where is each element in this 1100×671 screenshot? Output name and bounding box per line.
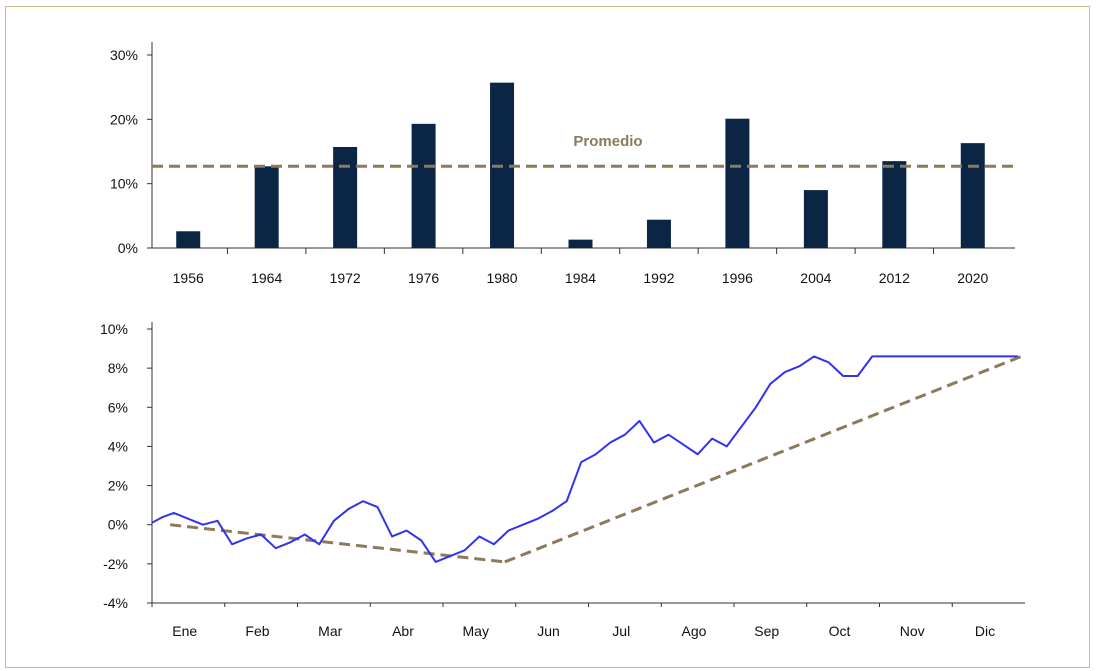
y-tick-label: 8% <box>108 360 128 376</box>
x-tick-label: 1956 <box>173 270 204 286</box>
series-line <box>151 355 1018 563</box>
x-tick-label: Jul <box>612 623 630 639</box>
x-tick-label: Mar <box>318 623 342 639</box>
chart-frame <box>5 6 1090 668</box>
chart-election-years-bars: 0% 10% 20% 30% 1956 1964 1972 1976 1980 1984 1992 1… <box>110 42 1015 286</box>
y-tick-label: 20% <box>110 111 138 127</box>
y-tick-label: 6% <box>108 399 128 415</box>
x-tick-label: Ene <box>172 623 197 639</box>
x-tick-label: Nov <box>900 623 925 639</box>
x-tick-label: 2020 <box>957 270 988 286</box>
bar <box>803 190 828 248</box>
y-tick-label: -4% <box>103 595 128 611</box>
x-tick-label: Oct <box>829 623 851 639</box>
x-tick-label: Jun <box>537 623 560 639</box>
x-tick-label: 1972 <box>330 270 361 286</box>
x-tick-label: 2012 <box>879 270 910 286</box>
trend-line <box>504 355 1022 564</box>
y-tick-label: 0% <box>118 240 138 256</box>
y-tick-label: 2% <box>108 478 128 494</box>
x-tick-label: 1992 <box>643 270 674 286</box>
bar <box>254 166 279 248</box>
bar <box>333 146 358 248</box>
y-tick-label: 0% <box>108 517 128 533</box>
y-tick-label: 10% <box>100 321 128 337</box>
x-tick-label: 1980 <box>486 270 517 286</box>
average-label: Promedio <box>573 133 642 150</box>
x-tick-label: Feb <box>245 623 269 639</box>
bar <box>568 239 593 248</box>
bar <box>725 118 750 248</box>
x-tick-label: 1964 <box>251 270 282 286</box>
y-tick-label: -2% <box>103 556 128 572</box>
x-tick-label: 2004 <box>800 270 831 286</box>
bar <box>411 123 436 248</box>
x-tick-label: Abr <box>392 623 414 639</box>
x-tick-label: Sep <box>754 623 779 639</box>
x-tick-label: 1976 <box>408 270 439 286</box>
x-tick-label: May <box>463 623 489 639</box>
y-tick-label: 4% <box>108 438 128 454</box>
bar <box>960 143 985 248</box>
y-tick-label: 10% <box>110 176 138 192</box>
bar <box>176 231 201 248</box>
trend-line <box>170 523 506 564</box>
x-tick-label: Dic <box>975 623 995 639</box>
bar <box>646 219 671 248</box>
x-tick-label: Ago <box>682 623 707 639</box>
x-tick-label: 1996 <box>722 270 753 286</box>
bar <box>882 161 907 248</box>
x-tick-label: 1984 <box>565 270 596 286</box>
y-tick-label: 30% <box>110 47 138 63</box>
